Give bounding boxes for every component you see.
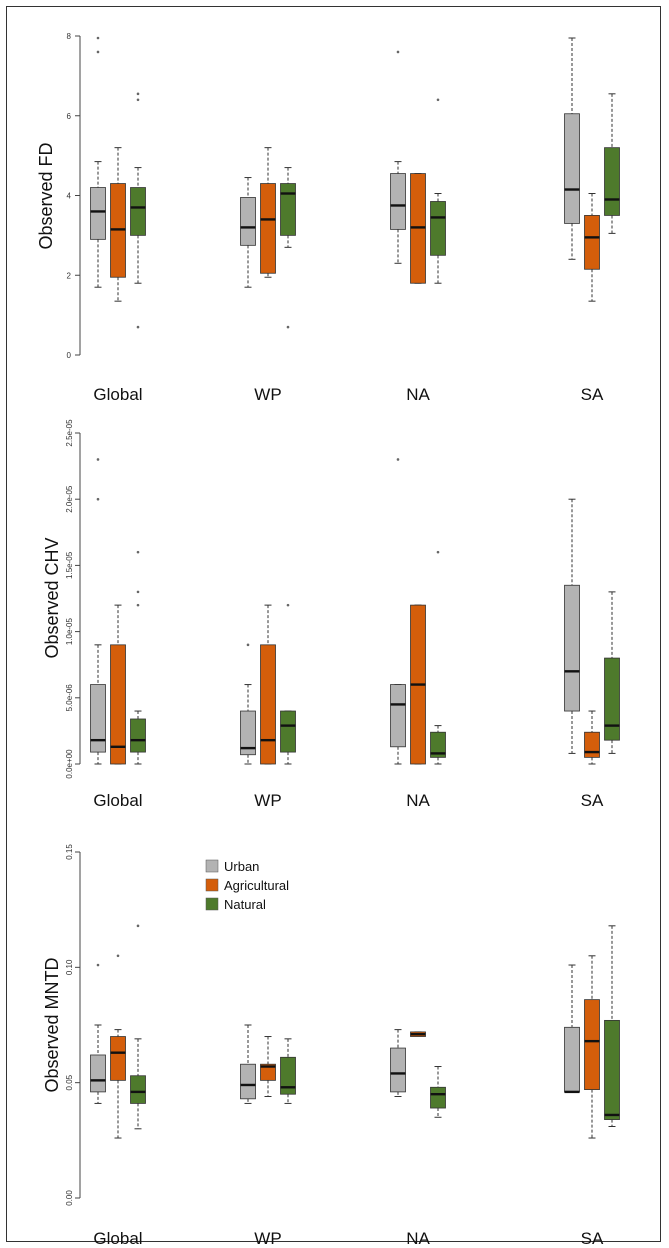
outlier-point [96, 963, 100, 967]
outlier-point [136, 325, 140, 329]
outlier-point [96, 50, 100, 54]
outlier-point [96, 36, 100, 40]
box-urban [564, 584, 580, 712]
box-natural [280, 1056, 296, 1095]
x-category-label: SA [581, 385, 604, 404]
y-tick-label: 1.5e-05 [65, 551, 74, 579]
y-tick-label: 0.15 [65, 844, 74, 860]
legend-label: Urban [224, 859, 259, 874]
box-urban [390, 684, 406, 748]
box-urban [240, 1063, 256, 1100]
legend-swatch-urban [205, 859, 219, 873]
outlier-point [396, 50, 400, 54]
box-natural [280, 710, 296, 753]
box-natural [430, 201, 446, 256]
y-tick-label: 2.5e-05 [65, 419, 74, 447]
box-natural [604, 1019, 620, 1120]
box-agricultural [584, 731, 600, 758]
y-tick-label: 4 [67, 192, 72, 201]
outlier-point [396, 458, 400, 461]
outlier-point [96, 497, 100, 501]
y-tick-label: 1.0e-05 [65, 617, 74, 645]
x-category-label: SA [581, 1229, 604, 1248]
outlier-point [136, 98, 140, 102]
legend-swatch-natural [205, 897, 219, 911]
outlier-point [436, 550, 440, 554]
y-axis-title: Observed FD [36, 142, 56, 249]
x-category-label: NA [406, 1229, 430, 1248]
box-urban [90, 187, 106, 240]
x-category-label: WP [254, 1229, 281, 1248]
x-category-label: WP [254, 791, 281, 810]
y-tick-label: 0.0e+00 [65, 749, 74, 779]
box-natural [130, 1075, 146, 1104]
x-category-label: WP [254, 385, 281, 404]
outlier-point [246, 643, 250, 647]
box-urban [90, 1054, 106, 1093]
outlier-point [136, 590, 140, 594]
x-category-label: NA [406, 791, 430, 810]
x-category-label: Global [93, 791, 142, 810]
outlier-point [136, 550, 140, 554]
y-axis-title: Observed MNTD [42, 957, 62, 1092]
box-natural [280, 183, 296, 236]
box-urban [564, 1026, 580, 1093]
box-natural [430, 1086, 446, 1109]
outlier-point [286, 325, 290, 329]
box-agricultural [584, 215, 600, 270]
box-urban [240, 197, 256, 246]
box-natural [604, 657, 620, 741]
y-tick-label: 2.0e-05 [65, 485, 74, 513]
box-urban [564, 113, 580, 224]
box-agricultural [260, 644, 276, 765]
box-natural [604, 147, 620, 216]
x-category-label: SA [581, 791, 604, 810]
y-tick-label: 0.05 [65, 1074, 74, 1090]
legend-swatch-agricultural [205, 878, 219, 892]
box-urban [390, 1047, 406, 1093]
box-agricultural [584, 999, 600, 1090]
legend-label: Natural [224, 897, 266, 912]
box-natural [130, 718, 146, 753]
outlier-point [286, 603, 290, 607]
y-tick-label: 5.0e-06 [65, 684, 74, 712]
outlier-point [96, 458, 100, 461]
legend-label: Agricultural [224, 878, 289, 893]
box-agricultural [110, 1036, 126, 1081]
outlier-point [136, 603, 140, 607]
y-tick-label: 8 [67, 32, 72, 41]
x-category-label: NA [406, 385, 430, 404]
box-natural [430, 731, 446, 758]
y-tick-label: 0 [67, 351, 72, 360]
box-agricultural [110, 644, 126, 765]
box-urban [390, 173, 406, 230]
x-category-label: Global [93, 385, 142, 404]
outlier-point [436, 98, 440, 102]
y-tick-label: 2 [67, 271, 72, 280]
y-tick-label: 0.10 [65, 959, 74, 975]
x-category-label: Global [93, 1229, 142, 1248]
outlier-point [116, 954, 120, 958]
box-urban [240, 710, 256, 756]
y-axis-title: Observed CHV [42, 537, 62, 658]
box-natural [130, 187, 146, 236]
outlier-point [136, 92, 140, 96]
box-urban [90, 684, 106, 753]
y-tick-label: 6 [67, 112, 72, 121]
box-agricultural [260, 183, 276, 274]
outlier-point [136, 924, 140, 928]
y-tick-label: 0.00 [65, 1190, 74, 1206]
box-agricultural [260, 1063, 276, 1081]
